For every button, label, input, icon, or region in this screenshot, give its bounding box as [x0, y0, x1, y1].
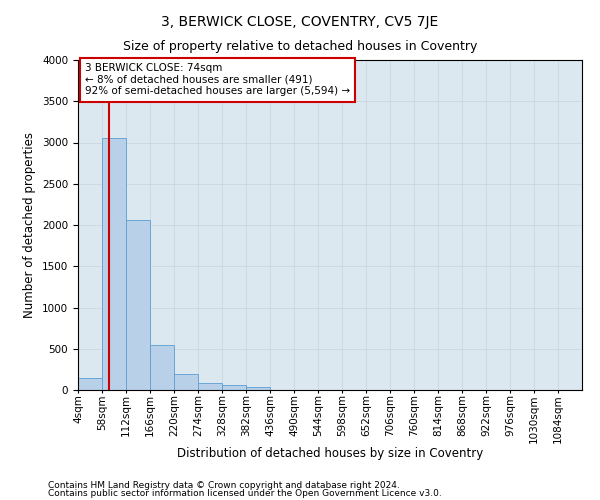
Bar	[174, 374, 198, 390]
Bar	[150, 344, 174, 390]
X-axis label: Distribution of detached houses by size in Coventry: Distribution of detached houses by size …	[177, 447, 483, 460]
Text: 3 BERWICK CLOSE: 74sqm
← 8% of detached houses are smaller (491)
92% of semi-det: 3 BERWICK CLOSE: 74sqm ← 8% of detached …	[85, 64, 350, 96]
Text: Size of property relative to detached houses in Coventry: Size of property relative to detached ho…	[123, 40, 477, 53]
Bar	[102, 138, 126, 390]
Bar	[126, 220, 150, 390]
Text: 3, BERWICK CLOSE, COVENTRY, CV5 7JE: 3, BERWICK CLOSE, COVENTRY, CV5 7JE	[161, 15, 439, 29]
Bar	[78, 378, 102, 390]
Bar	[222, 385, 246, 390]
Bar	[198, 382, 222, 390]
Text: Contains public sector information licensed under the Open Government Licence v3: Contains public sector information licen…	[48, 489, 442, 498]
Text: Contains HM Land Registry data © Crown copyright and database right 2024.: Contains HM Land Registry data © Crown c…	[48, 480, 400, 490]
Bar	[246, 386, 270, 390]
Y-axis label: Number of detached properties: Number of detached properties	[23, 132, 37, 318]
